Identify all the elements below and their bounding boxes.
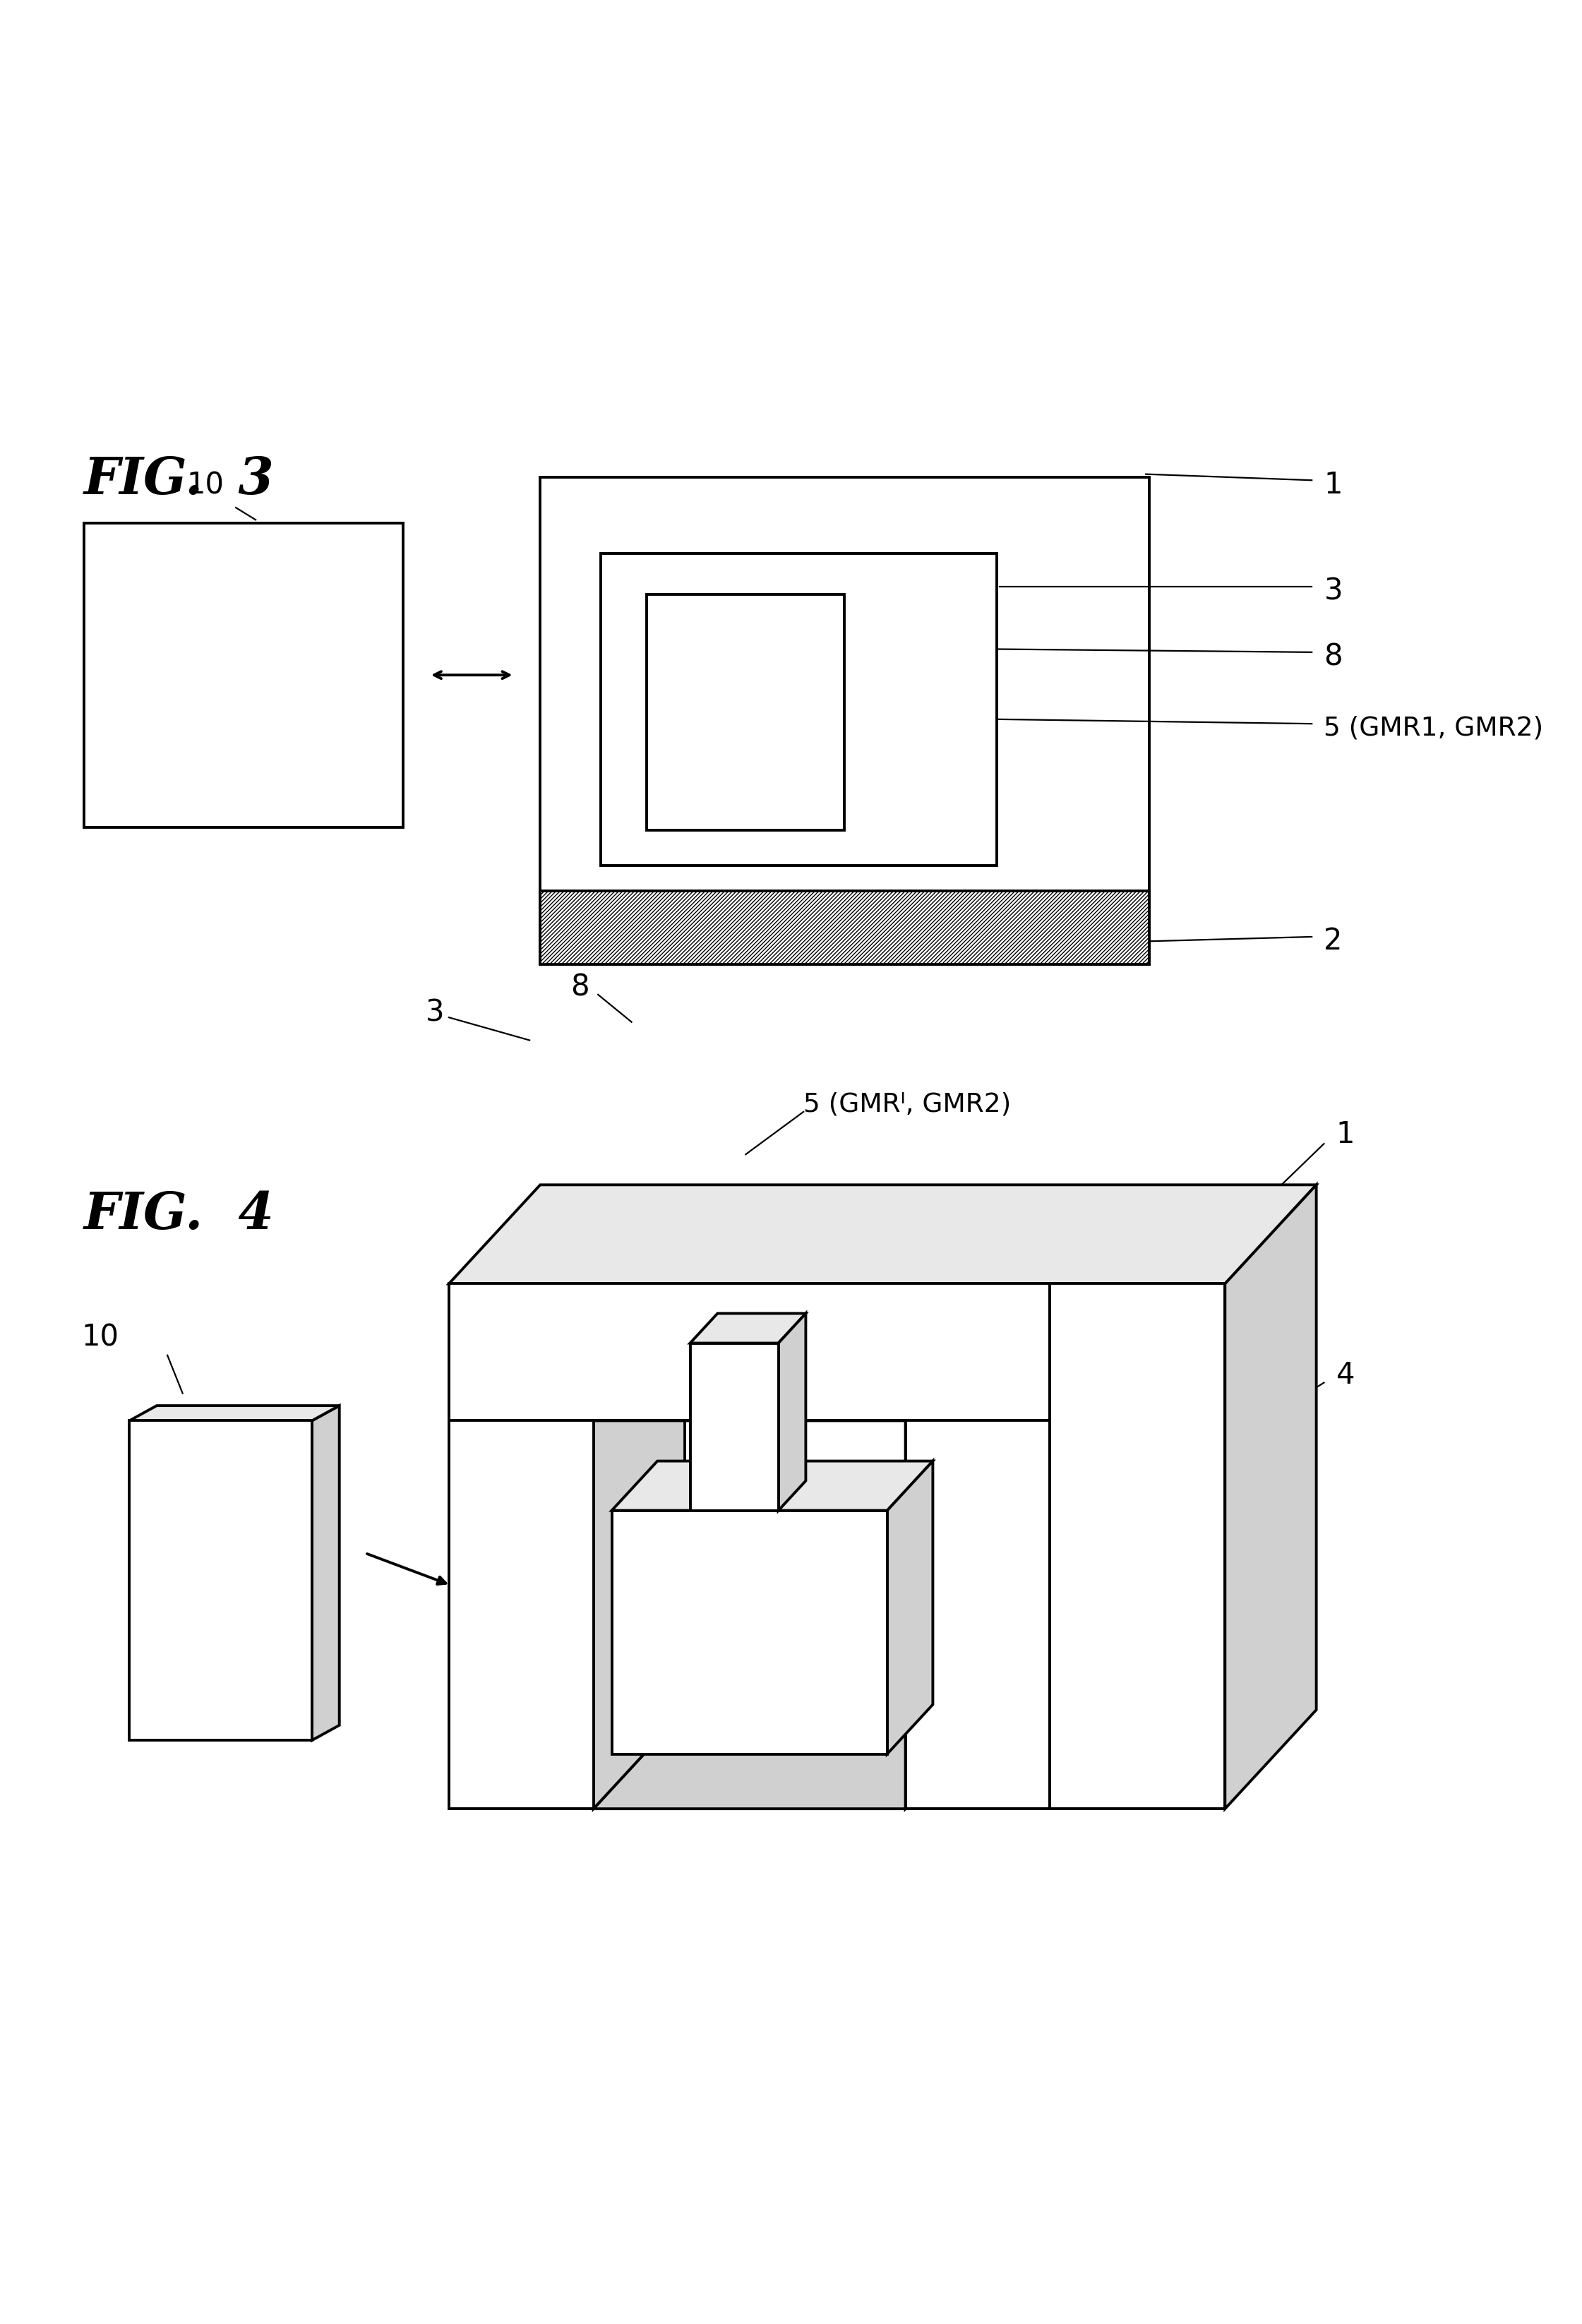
Polygon shape: [612, 1511, 888, 1755]
Polygon shape: [905, 1322, 997, 1808]
Polygon shape: [612, 1462, 933, 1511]
Polygon shape: [690, 1313, 805, 1343]
Bar: [539, 476, 1149, 964]
Polygon shape: [449, 1283, 593, 1808]
Text: 3: 3: [1324, 576, 1343, 607]
Text: 3: 3: [426, 997, 445, 1027]
Text: 5 (GMR1, GMR2): 5 (GMR1, GMR2): [1324, 716, 1544, 741]
Bar: [601, 553, 997, 865]
Polygon shape: [449, 1283, 1050, 1420]
Text: 4: 4: [1337, 1360, 1354, 1390]
Text: 2: 2: [1324, 927, 1343, 955]
Polygon shape: [1050, 1283, 1224, 1808]
Bar: [84, 523, 403, 827]
Polygon shape: [888, 1462, 933, 1755]
Polygon shape: [905, 1283, 1050, 1808]
Text: 1: 1: [1324, 469, 1343, 500]
Polygon shape: [593, 1322, 685, 1808]
Polygon shape: [312, 1406, 340, 1741]
Polygon shape: [690, 1343, 778, 1511]
Polygon shape: [685, 1322, 997, 1710]
Text: 10: 10: [187, 469, 225, 500]
Text: 10: 10: [81, 1322, 119, 1353]
Text: 8: 8: [571, 971, 590, 1002]
Polygon shape: [130, 1420, 312, 1741]
Text: 8: 8: [1324, 641, 1343, 672]
Polygon shape: [449, 1185, 1316, 1283]
Bar: [647, 595, 845, 830]
Polygon shape: [593, 1322, 997, 1420]
Polygon shape: [130, 1406, 340, 1420]
Text: 2: 2: [653, 1576, 671, 1606]
Polygon shape: [1224, 1185, 1316, 1808]
Bar: [539, 890, 1149, 964]
Text: 5 (GMRᴵ, GMR2): 5 (GMRᴵ, GMR2): [804, 1092, 1011, 1118]
Text: 1: 1: [1337, 1120, 1354, 1150]
Text: FIG.  4: FIG. 4: [84, 1190, 274, 1239]
Polygon shape: [778, 1313, 805, 1511]
Polygon shape: [593, 1710, 997, 1808]
Text: FIG.  3: FIG. 3: [84, 456, 274, 504]
